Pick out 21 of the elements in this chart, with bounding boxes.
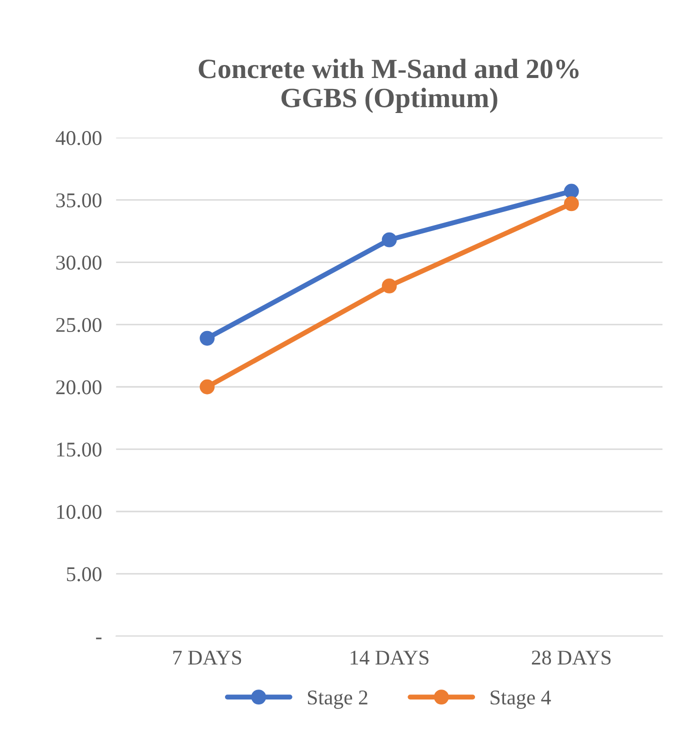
- y-tick-label: 15.00: [57, 442, 102, 457]
- point: [200, 330, 215, 346]
- point: [564, 184, 579, 199]
- point: [564, 196, 579, 212]
- point: [382, 278, 397, 294]
- y-tick-label: 10.00: [57, 504, 102, 520]
- y-tick-label: 5.00: [66, 567, 102, 582]
- y-tick-label: 40.00: [56, 131, 102, 146]
- x-tick-label: 7 DAYS: [173, 650, 242, 665]
- legend-label: Stage 2: [308, 690, 368, 709]
- y-tick-label: -: [96, 638, 102, 640]
- y-tick-label: 25.00: [56, 318, 102, 332]
- y-tick-label: 35.00: [56, 193, 102, 208]
- x-tick-label: 14 DAYS: [350, 650, 428, 665]
- point: [382, 232, 397, 248]
- chart-title: Concrete with M-Sand and 20% GGBS (Optimum): [198, 58, 579, 113]
- y-tick-label: 20.00: [56, 380, 102, 394]
- point: [200, 379, 215, 394]
- y-tick-label: 30.00: [56, 256, 102, 270]
- x-tick-label: 28 DAYS: [532, 650, 611, 665]
- legend-label: Stage 4: [490, 690, 551, 709]
